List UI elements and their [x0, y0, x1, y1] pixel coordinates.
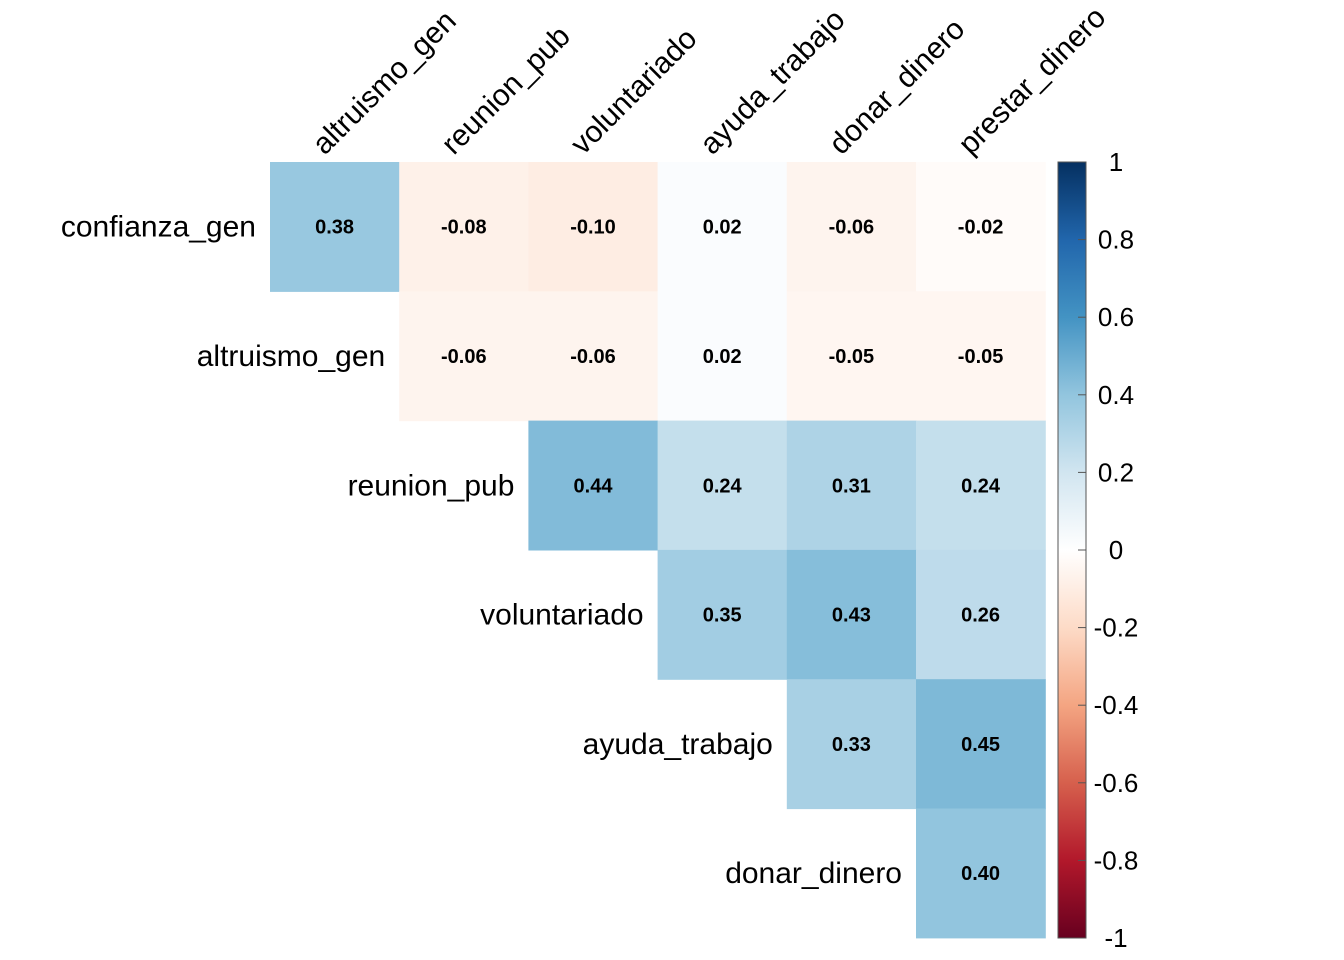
heatmap-cell — [528, 420, 659, 551]
cell-value-label: 0.40 — [961, 863, 1000, 885]
row-label: altruismo_gen — [197, 340, 385, 373]
cell-value-label: -0.08 — [441, 217, 487, 239]
cell-value-label: 0.02 — [703, 346, 742, 368]
heatmap-cell — [786, 162, 917, 292]
heatmap-cell — [916, 162, 1046, 292]
heatmap-cell — [657, 420, 788, 551]
heatmap-cell — [786, 549, 917, 680]
cell-value-label: -0.05 — [829, 346, 875, 368]
column-label: voluntariado — [565, 22, 704, 161]
cell-value-label: 0.33 — [832, 734, 871, 756]
heatmap-cell — [657, 291, 788, 422]
heatmap-cell — [657, 162, 788, 292]
cell-value-label: 0.44 — [574, 475, 614, 497]
heatmap-cell — [528, 162, 659, 292]
cell-value-label: -0.06 — [829, 217, 875, 239]
colorbar-tick-label: 0.4 — [1098, 380, 1134, 410]
colorbar-tick-label: 0.6 — [1098, 302, 1134, 332]
colorbar-tick-label: -0.6 — [1094, 768, 1139, 798]
column-label: prestar_dinero — [952, 1, 1112, 161]
row-labels: confianza_gen altruismo_gen reunion_pubvol… — [61, 211, 902, 891]
heatmap-cell — [916, 291, 1046, 422]
heatmap-cell — [916, 420, 1046, 551]
colorbar-tick-label: -0.8 — [1094, 845, 1139, 875]
heatmap-cell — [916, 679, 1046, 810]
colorbar-tick-label: 0.8 — [1098, 225, 1134, 255]
cell-value-label: 0.02 — [703, 217, 742, 239]
heatmap-cell — [399, 291, 529, 422]
column-labels: altruismo_genreunion_pubvoluntariadoayud… — [306, 1, 1112, 161]
heatmap-cell — [916, 549, 1046, 680]
colorbar-tick-label: -0.2 — [1094, 613, 1139, 643]
colorbar: 1 0.8 0.6 0.4 0.2 0 -0.2 -0.4 -0.6 -0.8 -1 — [1057, 147, 1139, 953]
heatmap-cell — [786, 420, 917, 551]
cell-value-label: 0.35 — [703, 605, 742, 627]
colorbar-tick-label: -0.4 — [1094, 690, 1139, 720]
heatmap-cell — [657, 549, 788, 680]
row-label: voluntariado — [480, 599, 643, 632]
heatmap-cell — [399, 162, 529, 292]
heatmap-cells: 0.38 -0.08 -0.10 0.02 -0.06 -0.02 -0.06 -0.06 0.… — [270, 162, 1046, 939]
row-label: reunion_pub — [348, 469, 515, 502]
row-label: confianza_gen — [61, 211, 256, 244]
cell-value-label: -0.06 — [570, 346, 616, 368]
row-label: ayuda_trabajo — [583, 728, 773, 761]
column-label: donar_dinero — [823, 13, 971, 161]
colorbar-tick-label: -1 — [1104, 923, 1127, 953]
cell-value-label: 0.38 — [315, 217, 354, 239]
cell-value-label: 0.24 — [961, 475, 1001, 497]
heatmap-cell — [916, 808, 1046, 939]
colorbar-tick-label: 0.2 — [1098, 457, 1134, 487]
cell-value-label: 0.26 — [961, 605, 1000, 627]
cell-value-label: -0.10 — [570, 217, 616, 239]
column-label: reunion_pub — [435, 20, 576, 161]
colorbar-tick-label: 1 — [1109, 147, 1123, 177]
cell-value-label: -0.05 — [958, 346, 1004, 368]
cell-value-label: 0.43 — [832, 605, 871, 627]
heatmap-cell — [786, 679, 917, 810]
cell-value-label: -0.06 — [441, 346, 487, 368]
cell-value-label: 0.24 — [703, 475, 743, 497]
heatmap-cell — [528, 291, 659, 422]
colorbar-tick-label: 0 — [1109, 535, 1123, 565]
heatmap-cell — [270, 162, 400, 292]
heatmap-cell — [786, 291, 917, 422]
row-label: donar_dinero — [725, 857, 902, 890]
cell-value-label: 0.31 — [832, 475, 871, 497]
cell-value-label: -0.02 — [958, 217, 1004, 239]
cell-value-label: 0.45 — [961, 734, 1000, 756]
